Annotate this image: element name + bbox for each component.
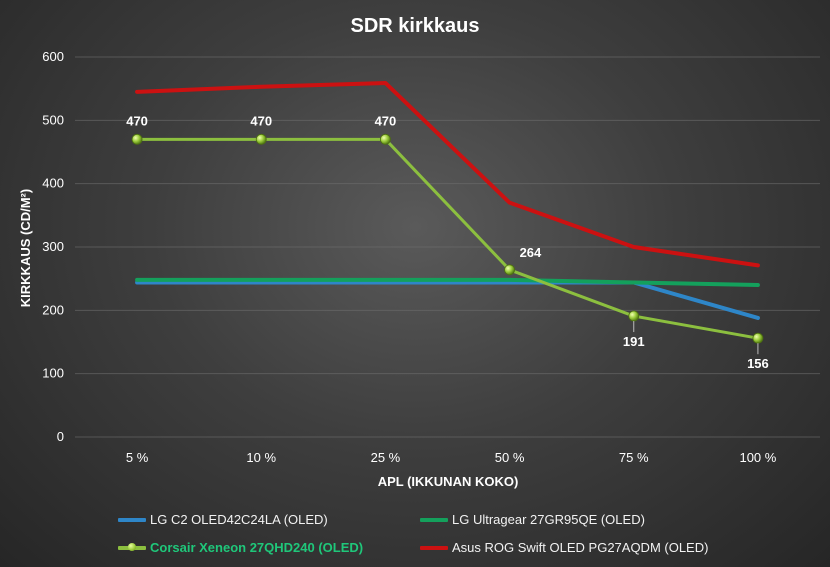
legend-swatch: [420, 517, 448, 522]
data-point: [752, 332, 764, 344]
series-line-1: [135, 277, 760, 287]
legend-item-asus: Asus ROG Swift OLED PG27AQDM (OLED): [420, 540, 708, 555]
legend-label: LG C2 OLED42C24LA (OLED): [150, 512, 328, 527]
data-label: 470: [126, 113, 148, 128]
x-tick-label: 10 %: [246, 450, 276, 465]
chart: SDR kirkkaus 0 100 200 300 400 500 600 5 % 10 %…: [18, 15, 820, 489]
legend-label: LG Ultragear 27GR95QE (OLED): [452, 512, 645, 527]
series-line-2: [135, 137, 760, 340]
data-point: [255, 133, 267, 145]
data-label: 264: [520, 245, 542, 260]
x-tick-label: 75 %: [619, 450, 649, 465]
x-tick-label: 5 %: [126, 450, 149, 465]
legend-item-lg-c2: LG C2 OLED42C24LA (OLED): [118, 512, 328, 527]
x-tick-label: 100 %: [739, 450, 776, 465]
x-axis-label: APL (IKKUNAN KOKO): [378, 474, 519, 489]
legend-item-corsair: Corsair Xeneon 27QHD240 (OLED): [118, 540, 363, 555]
data-labels: 470 470 470 264 191 156: [126, 113, 769, 371]
marker-icon: [128, 542, 136, 551]
series-line-0: [135, 280, 760, 320]
series-group: [131, 80, 764, 344]
y-tick-label: 400: [42, 176, 64, 191]
legend-label: Asus ROG Swift OLED PG27AQDM (OLED): [452, 540, 709, 555]
y-tick-label: 300: [42, 239, 64, 254]
legend-label: Corsair Xeneon 27QHD240 (OLED): [150, 540, 364, 555]
y-tick-label: 600: [42, 49, 64, 64]
data-point: [628, 310, 640, 322]
data-label: 156: [747, 356, 769, 371]
x-tick-label: 25 %: [371, 450, 401, 465]
data-point: [504, 264, 515, 276]
y-tick-label: 0: [57, 429, 64, 444]
legend-swatch: [118, 517, 146, 522]
legend-item-lg-ultragear: LG Ultragear 27GR95QE (OLED): [420, 512, 645, 527]
data-label: 191: [623, 334, 645, 349]
grid: [75, 56, 820, 438]
data-label: 470: [375, 113, 397, 128]
x-axis-ticks: 5 % 10 % 25 % 50 % 75 % 100 %: [126, 450, 777, 465]
legend-swatch: [118, 542, 146, 551]
chart-title: SDR kirkkaus: [351, 15, 480, 37]
y-axis-ticks: 0 100 200 300 400 500 600: [42, 49, 64, 444]
legend-swatch: [420, 545, 448, 550]
series-line-3: [135, 80, 760, 268]
data-label: 470: [250, 113, 272, 128]
data-point: [131, 133, 143, 145]
y-tick-label: 100: [42, 366, 64, 381]
data-point: [380, 133, 391, 145]
y-tick-label: 200: [42, 302, 64, 317]
y-axis-label: KIRKKAUS (CD/M²): [18, 189, 33, 307]
x-tick-label: 50 %: [495, 450, 525, 465]
legend: LG C2 OLED42C24LA (OLED) LG Ultragear 27…: [0, 508, 830, 563]
y-tick-label: 500: [42, 112, 64, 127]
